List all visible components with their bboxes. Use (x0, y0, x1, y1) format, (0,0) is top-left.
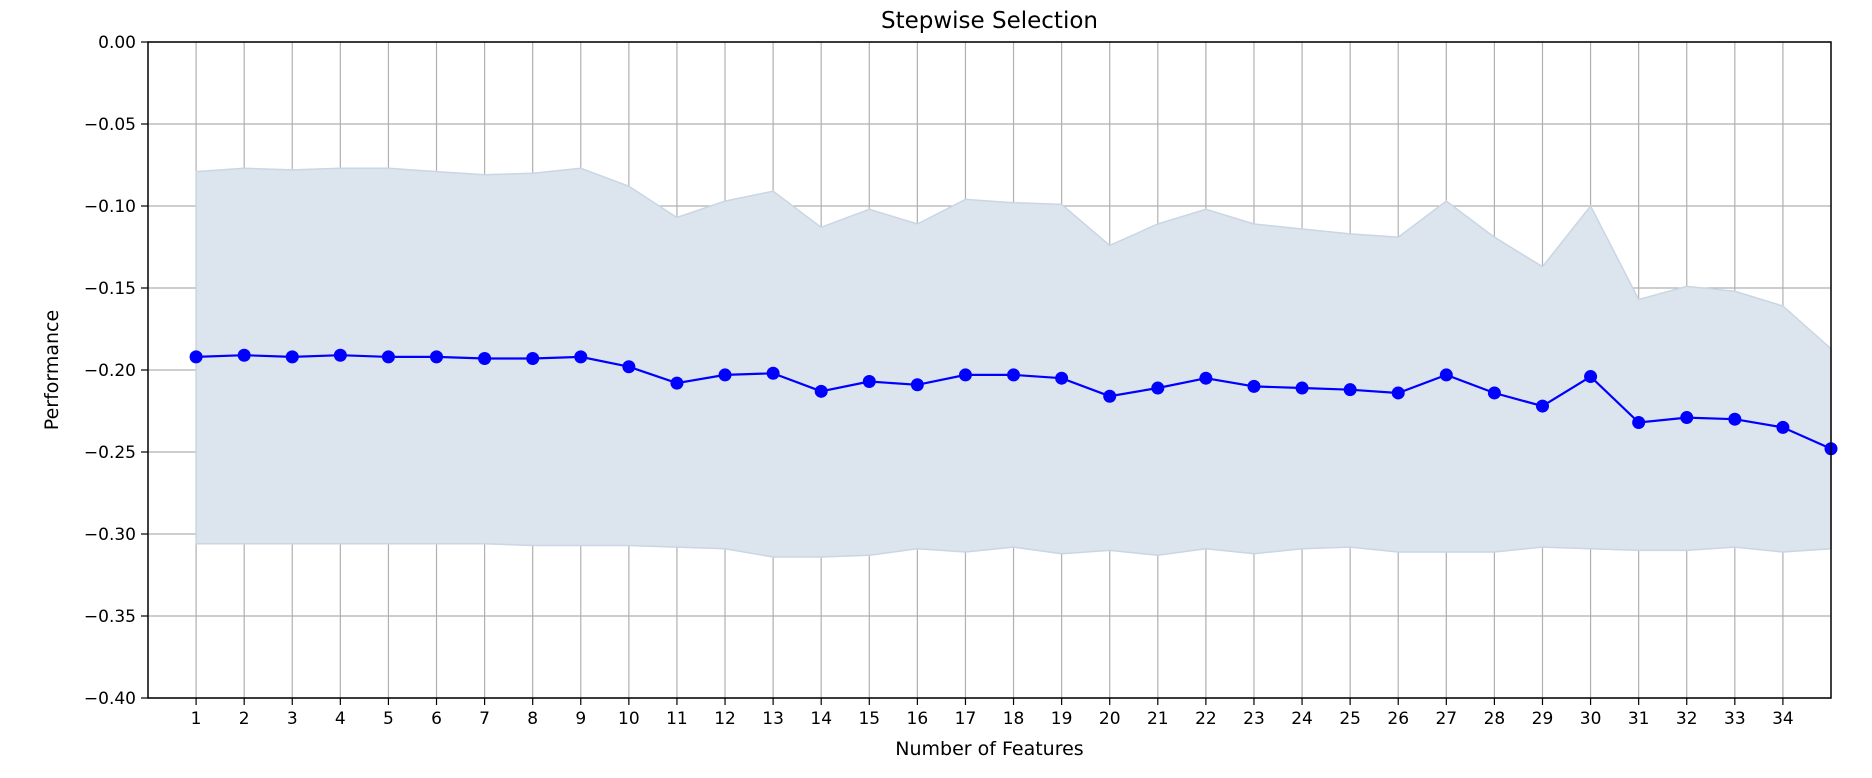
x-tick-label: 34 (1772, 709, 1794, 729)
x-tick-label: 28 (1484, 709, 1506, 729)
data-point (1391, 386, 1405, 400)
data-point (622, 360, 636, 374)
data-point (189, 350, 203, 364)
data-point (1151, 381, 1165, 395)
x-tick-label: 3 (287, 709, 298, 729)
y-tick-label: −0.10 (84, 197, 136, 217)
data-point (1103, 389, 1117, 403)
data-point (1007, 368, 1021, 382)
x-tick-label: 7 (479, 709, 490, 729)
data-point (478, 352, 492, 366)
data-point (1295, 381, 1309, 395)
data-point (1487, 386, 1501, 400)
x-axis-ticks: 1 2 3 4 5 6 7 8 9 10 11 12 13 14 15 16 17 18 19 20 21 22 23 24 2… (191, 698, 1794, 729)
x-tick-label: 8 (527, 709, 538, 729)
x-tick-label: 9 (575, 709, 586, 729)
data-point (1343, 383, 1357, 397)
data-point (958, 368, 972, 382)
data-point (1535, 399, 1549, 413)
x-tick-label: 5 (383, 709, 394, 729)
x-tick-label: 31 (1628, 709, 1650, 729)
data-point (237, 348, 251, 362)
data-point (670, 376, 684, 390)
y-tick-label: 0.00 (98, 33, 136, 53)
x-tick-label: 6 (431, 709, 442, 729)
data-point (1584, 370, 1598, 384)
y-tick-label: −0.20 (84, 361, 136, 381)
x-tick-label: 22 (1195, 709, 1217, 729)
x-tick-label: 29 (1532, 709, 1554, 729)
x-tick-label: 12 (714, 709, 736, 729)
x-tick-label: 4 (335, 709, 346, 729)
data-point (766, 366, 780, 380)
data-point (1439, 368, 1453, 382)
x-tick-label: 13 (762, 709, 784, 729)
data-point (1199, 371, 1213, 385)
x-tick-label: 24 (1291, 709, 1313, 729)
x-tick-label: 14 (810, 709, 832, 729)
y-tick-label: −0.35 (84, 607, 136, 627)
x-tick-label: 30 (1580, 709, 1602, 729)
x-tick-label: 20 (1099, 709, 1121, 729)
chart-title: Stepwise Selection (881, 8, 1098, 34)
data-point (910, 378, 924, 392)
y-tick-label: −0.25 (84, 443, 136, 463)
data-point (1055, 371, 1069, 385)
x-tick-label: 11 (666, 709, 688, 729)
data-point (574, 350, 588, 364)
data-point (1728, 412, 1742, 426)
y-tick-label: −0.30 (84, 525, 136, 545)
x-tick-label: 2 (239, 709, 250, 729)
x-tick-label: 17 (955, 709, 977, 729)
x-tick-label: 16 (907, 709, 929, 729)
x-tick-label: 33 (1724, 709, 1746, 729)
x-tick-label: 21 (1147, 709, 1169, 729)
x-tick-label: 15 (858, 709, 880, 729)
std-band (195, 167, 1832, 558)
std-band-layer (195, 167, 1832, 558)
data-point (718, 368, 732, 382)
data-point (381, 350, 395, 364)
x-axis-label: Number of Features (895, 738, 1083, 760)
y-axis-label: Performance (41, 310, 63, 430)
y-axis-ticks: 0.00 −0.05 −0.10 −0.15 −0.20 −0.25 −0.30 −0.35 −… (84, 33, 148, 709)
y-tick-label: −0.15 (84, 279, 136, 299)
x-tick-label: 18 (1003, 709, 1025, 729)
x-tick-label: 23 (1243, 709, 1265, 729)
data-point (1680, 411, 1694, 425)
data-point (285, 350, 299, 364)
x-tick-label: 25 (1339, 709, 1361, 729)
data-point (814, 384, 828, 398)
data-point (1776, 420, 1790, 434)
data-points (189, 348, 1838, 456)
data-point (430, 350, 444, 364)
x-tick-label: 26 (1387, 709, 1409, 729)
x-tick-label: 19 (1051, 709, 1073, 729)
data-point (526, 352, 540, 366)
data-point (1247, 379, 1261, 393)
data-point (333, 348, 347, 362)
x-tick-label: 1 (191, 709, 202, 729)
y-tick-label: −0.05 (84, 115, 136, 135)
x-tick-label: 32 (1676, 709, 1698, 729)
data-point (1632, 415, 1646, 429)
data-point (862, 374, 876, 388)
x-tick-label: 10 (618, 709, 640, 729)
y-tick-label: −0.40 (84, 689, 136, 709)
x-tick-label: 27 (1435, 709, 1457, 729)
